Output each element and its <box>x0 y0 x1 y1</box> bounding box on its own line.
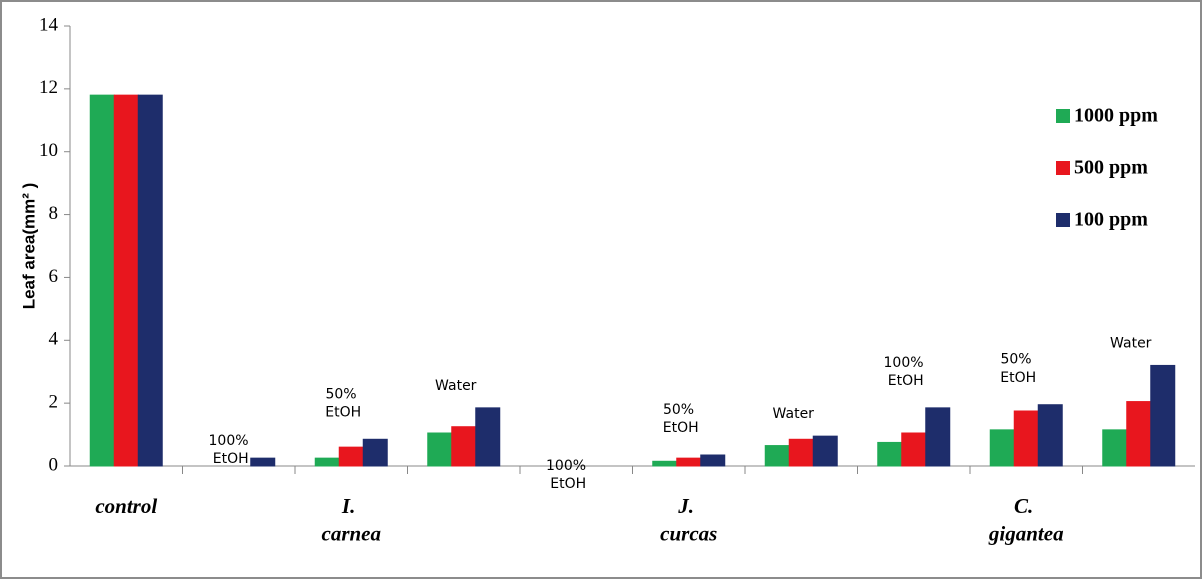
category-label: 50% EtOH <box>325 386 361 420</box>
group-label: I. carnea <box>322 494 382 545</box>
category-label: 100% EtOH <box>209 433 253 467</box>
bar <box>1102 429 1128 467</box>
y-tick-label: 10 <box>39 140 58 161</box>
bar <box>137 94 163 467</box>
legend-swatch <box>1056 109 1070 123</box>
bar <box>652 460 678 467</box>
y-tick-label: 4 <box>49 329 59 350</box>
group-label: C. gigantea <box>988 494 1064 545</box>
bar <box>700 454 726 467</box>
bar <box>89 94 115 467</box>
bar <box>250 457 276 467</box>
legend-label: 1000 ppm <box>1074 105 1158 127</box>
legend-label: 500 ppm <box>1074 157 1148 179</box>
bar <box>314 457 340 467</box>
group-label: J. curcas <box>660 494 717 545</box>
category-label: 100% EtOH <box>546 458 590 492</box>
bar <box>877 441 903 467</box>
bar <box>1126 401 1152 467</box>
bar <box>764 445 790 467</box>
bar <box>989 429 1015 467</box>
bar <box>1150 364 1176 467</box>
bar <box>901 432 927 467</box>
bar <box>676 457 702 467</box>
category-label: Water <box>1110 335 1152 351</box>
category-label: Water <box>773 406 815 422</box>
legend-swatch <box>1056 213 1070 227</box>
bar <box>788 438 814 467</box>
bar <box>451 426 477 467</box>
y-tick-label: 6 <box>49 266 59 287</box>
category-label: Water <box>435 378 477 394</box>
bar <box>1037 404 1063 467</box>
bar <box>362 438 388 467</box>
bar <box>427 432 453 467</box>
bar <box>113 94 139 467</box>
bar <box>338 446 364 467</box>
bar <box>475 407 501 467</box>
y-tick-label: 0 <box>49 454 59 475</box>
group-label: control <box>95 494 157 518</box>
category-label: 50% EtOH <box>663 402 699 436</box>
y-tick-label: 12 <box>39 77 58 98</box>
y-tick-label: 14 <box>39 14 59 35</box>
bar <box>812 435 838 467</box>
category-label: 50% EtOH <box>1000 352 1036 386</box>
legend-swatch <box>1056 161 1070 175</box>
y-tick-label: 2 <box>49 392 59 413</box>
category-label: 100% EtOH <box>884 355 928 389</box>
y-tick-label: 8 <box>49 203 59 224</box>
legend-label: 100 ppm <box>1074 209 1148 231</box>
bar <box>1013 410 1039 467</box>
y-axis-label: Leaf area(mm² ) <box>19 183 38 310</box>
bar <box>925 407 951 467</box>
